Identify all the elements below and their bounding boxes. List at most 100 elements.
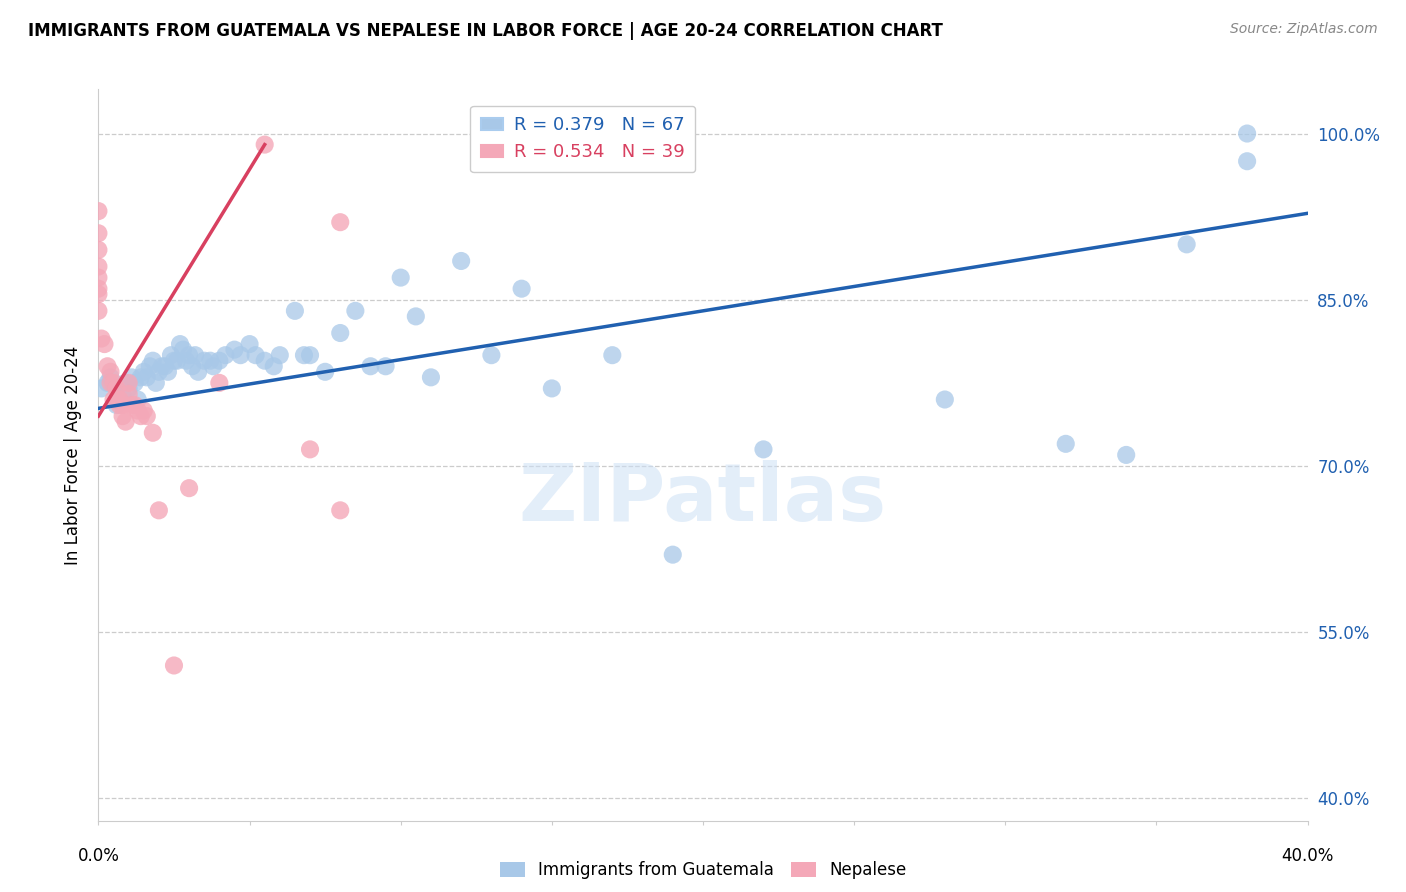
Point xyxy=(148,365,170,379)
Point xyxy=(284,303,307,318)
Point xyxy=(299,442,322,457)
Point xyxy=(132,365,155,379)
Y-axis label: In Labor Force | Age 20-24: In Labor Force | Age 20-24 xyxy=(63,345,82,565)
Point xyxy=(177,348,201,362)
Point xyxy=(314,365,336,379)
Point xyxy=(118,387,141,401)
Point xyxy=(121,398,143,412)
Point xyxy=(344,303,367,318)
Point xyxy=(103,376,125,390)
Point xyxy=(145,376,167,390)
Point xyxy=(229,348,252,362)
Point xyxy=(510,282,533,296)
Point xyxy=(111,409,134,424)
Point xyxy=(87,204,110,219)
Point xyxy=(156,365,179,379)
Point xyxy=(1236,154,1258,169)
Point xyxy=(87,270,110,285)
Point xyxy=(329,326,352,340)
Point xyxy=(129,370,152,384)
Point xyxy=(100,365,122,379)
Point xyxy=(208,353,231,368)
Point xyxy=(177,481,201,495)
Point xyxy=(934,392,956,407)
Point xyxy=(193,353,215,368)
Point xyxy=(108,392,131,407)
Point xyxy=(127,392,149,407)
Text: Source: ZipAtlas.com: Source: ZipAtlas.com xyxy=(1230,22,1378,37)
Point xyxy=(135,409,157,424)
Point xyxy=(419,370,441,384)
Point xyxy=(96,359,118,374)
Point xyxy=(214,348,236,362)
Point xyxy=(181,359,204,374)
Point xyxy=(1054,437,1077,451)
Point xyxy=(208,376,231,390)
Point xyxy=(540,381,562,395)
Point xyxy=(752,442,775,457)
Point xyxy=(224,343,246,357)
Point xyxy=(100,376,122,390)
Text: 0.0%: 0.0% xyxy=(77,847,120,865)
Point xyxy=(150,359,173,374)
Point xyxy=(118,376,141,390)
Point xyxy=(1175,237,1198,252)
Point xyxy=(360,359,382,374)
Point xyxy=(481,348,503,362)
Point xyxy=(87,227,110,241)
Point xyxy=(184,348,207,362)
Point xyxy=(139,359,162,374)
Point xyxy=(142,425,165,440)
Point xyxy=(87,282,110,296)
Point xyxy=(1115,448,1137,462)
Point xyxy=(114,415,136,429)
Point xyxy=(96,376,118,390)
Point xyxy=(245,348,267,362)
Point xyxy=(253,353,276,368)
Point xyxy=(1236,127,1258,141)
Point xyxy=(160,348,183,362)
Point xyxy=(87,303,110,318)
Point xyxy=(263,359,285,374)
Point xyxy=(105,392,128,407)
Point xyxy=(105,398,128,412)
Point xyxy=(187,365,209,379)
Point xyxy=(172,343,194,357)
Text: ZIPatlas: ZIPatlas xyxy=(519,459,887,538)
Point xyxy=(124,398,146,412)
Point xyxy=(389,270,412,285)
Point xyxy=(129,409,152,424)
Point xyxy=(269,348,291,362)
Point xyxy=(103,392,125,407)
Point xyxy=(202,359,225,374)
Point xyxy=(90,381,112,395)
Point xyxy=(405,310,427,324)
Point xyxy=(374,359,396,374)
Point xyxy=(602,348,624,362)
Point xyxy=(253,137,276,152)
Point xyxy=(132,403,155,417)
Point xyxy=(299,348,322,362)
Point xyxy=(111,387,134,401)
Point xyxy=(87,243,110,257)
Point xyxy=(450,254,472,268)
Point xyxy=(148,503,170,517)
Point xyxy=(292,348,315,362)
Point xyxy=(118,381,141,395)
Point xyxy=(174,353,197,368)
Point xyxy=(108,398,131,412)
Point xyxy=(135,370,157,384)
Point xyxy=(166,353,188,368)
Point xyxy=(87,260,110,274)
Point xyxy=(111,398,134,412)
Point xyxy=(200,353,222,368)
Point xyxy=(121,370,143,384)
Point xyxy=(124,376,146,390)
Point xyxy=(661,548,683,562)
Point xyxy=(329,503,352,517)
Point xyxy=(108,392,131,407)
Point xyxy=(329,215,352,229)
Point xyxy=(93,337,115,351)
Point xyxy=(114,376,136,390)
Point xyxy=(142,353,165,368)
